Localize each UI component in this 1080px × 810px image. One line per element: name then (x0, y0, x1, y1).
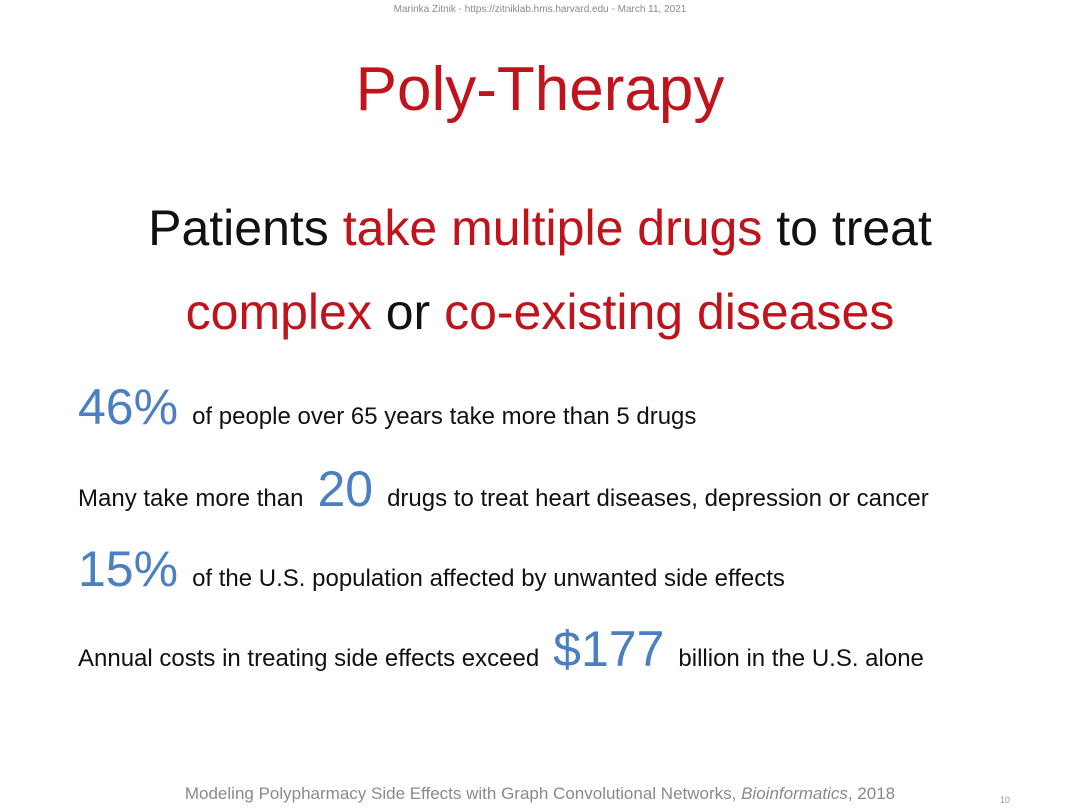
stat-text: billion in the U.S. alone (678, 645, 924, 672)
stat-text: of people over 65 years take more than 5… (192, 403, 697, 430)
headline-highlight-2: complex (185, 284, 372, 340)
stat-number: 20 (317, 461, 374, 517)
stat-row-side-effects: 15% of the U.S. population affected by un… (78, 540, 785, 598)
footer-citation: Modeling Polypharmacy Side Effects with … (0, 784, 1080, 804)
headline-highlight-3: co-existing diseases (444, 284, 895, 340)
stat-number: 15% (78, 541, 179, 597)
header-note: Marinka Zitnik - https://zitniklab.hms.h… (393, 4, 687, 15)
headline-highlight-1: take multiple drugs (342, 200, 763, 256)
headline: Patients take multiple drugs to treat co… (0, 186, 1080, 354)
slide-title: Poly-Therapy (355, 55, 725, 124)
stat-number: 46% (78, 379, 179, 435)
citation-text: Modeling Polypharmacy Side Effects with … (184, 784, 742, 803)
stat-row-costs: Annual costs in treating side effects ex… (78, 620, 924, 678)
stat-text: drugs to treat heart diseases, depressio… (387, 485, 929, 512)
stat-pre-text: Many take more than (78, 485, 304, 512)
page-number: 10 (1000, 795, 1011, 805)
stat-number: $177 (553, 621, 665, 677)
headline-part-5: or (371, 284, 445, 340)
stat-text: of the U.S. population affected by unwan… (192, 565, 785, 592)
citation-year: , 2018 (847, 784, 896, 803)
headline-part-3: to treat (762, 200, 932, 256)
headline-part-1: Patients (148, 200, 343, 256)
citation-journal: Bioinformatics (741, 784, 848, 803)
stat-row-many-drugs: Many take more than 20 drugs to treat hear… (78, 460, 929, 518)
stat-row-elderly: 46% of people over 65 years take more tha… (78, 378, 696, 436)
stat-pre-text: Annual costs in treating side effects ex… (78, 645, 540, 672)
